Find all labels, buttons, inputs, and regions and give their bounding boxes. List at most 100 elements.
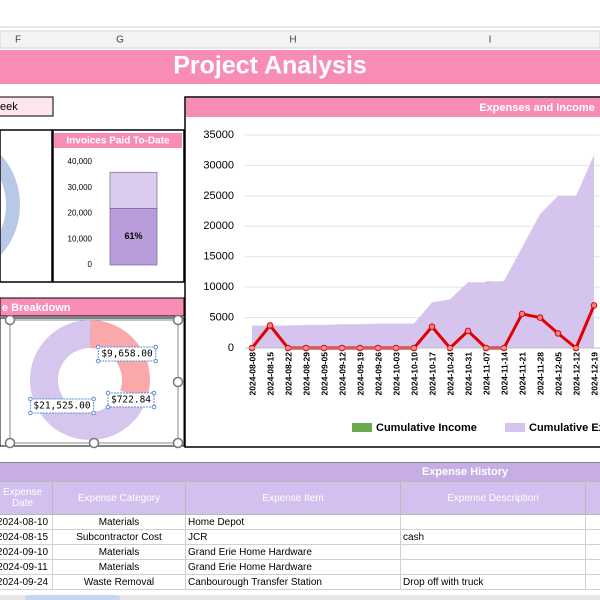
y-tick-label: 35000 bbox=[203, 129, 234, 141]
table-cell: Subcontractor Cost bbox=[52, 529, 186, 545]
x-tick-label: 2024-10-03 bbox=[391, 352, 401, 396]
main-chart-header bbox=[186, 98, 600, 117]
y-tick-label: 10,000 bbox=[68, 234, 93, 243]
table-cell: Canbourough Transfer Station bbox=[185, 574, 401, 590]
table-cell: Waste Removal bbox=[52, 574, 186, 590]
x-tick-label: 2024-09-19 bbox=[355, 352, 365, 396]
y-tick-label: 0 bbox=[88, 260, 93, 269]
table-cell: Materials bbox=[52, 559, 186, 575]
label-handle bbox=[95, 358, 101, 364]
table-cell: 2024-09-24 bbox=[0, 574, 53, 590]
table-cell bbox=[400, 514, 586, 530]
label-handle bbox=[105, 390, 111, 396]
x-tick-label: 2024-11-21 bbox=[517, 352, 527, 395]
table-cell: Grand Erie Home Hardware bbox=[185, 559, 401, 575]
column-header-extra bbox=[585, 481, 600, 515]
table-cell: 2024-08-10 bbox=[0, 514, 53, 530]
header-row: Expense Date Expense Category Expense Item… bbox=[0, 481, 600, 515]
x-tick-label: 2024-09-12 bbox=[337, 352, 347, 396]
selection-handle bbox=[172, 437, 184, 449]
column-header: Expense Description bbox=[400, 481, 586, 515]
invoices-header bbox=[54, 133, 182, 148]
label-box bbox=[107, 392, 155, 408]
x-tick-label: 2024-09-26 bbox=[373, 352, 383, 396]
x-tick-label: 2024-11-14 bbox=[499, 352, 509, 395]
dashboard: Project Analysis eek Invoices Paid To-Da… bbox=[0, 0, 600, 449]
table-cell bbox=[400, 544, 586, 560]
legend-swatch bbox=[352, 423, 372, 432]
selection-handle bbox=[172, 314, 184, 326]
table-cell: 2024-09-10 bbox=[0, 544, 53, 560]
table-cell: 2024-09-11 bbox=[0, 559, 53, 575]
x-tick-label: 2024-12-19 bbox=[589, 352, 599, 396]
partial-donut bbox=[1, 155, 20, 255]
selection-handle bbox=[88, 437, 100, 449]
ribbon-edge bbox=[0, 0, 600, 30]
data-label: $21,525.00 bbox=[33, 401, 90, 412]
invoices-title: Invoices Paid To-Date bbox=[66, 136, 170, 147]
legend-swatch bbox=[505, 423, 525, 432]
y-tick-label: 40,000 bbox=[68, 157, 93, 166]
x-tick-label: 2024-10-10 bbox=[409, 352, 419, 396]
x-tick-label: 2024-08-22 bbox=[283, 352, 293, 396]
x-tick-label: 2024-10-24 bbox=[445, 352, 455, 396]
y-tick-label: 10000 bbox=[203, 281, 234, 293]
table-title-bar: Expense History bbox=[0, 462, 600, 481]
table-cell: Grand Erie Home Hardware bbox=[185, 544, 401, 560]
data-label-group: $9,658.00 bbox=[95, 344, 159, 364]
table-cell: JCR bbox=[185, 529, 401, 545]
y-tick-label: 0 bbox=[228, 342, 234, 354]
data-label: $9,658.00 bbox=[101, 349, 153, 360]
column-letter: I bbox=[489, 35, 492, 46]
label-handle bbox=[151, 404, 157, 410]
x-tick-label: 2024-12-12 bbox=[571, 352, 581, 396]
label-handle bbox=[91, 396, 96, 402]
x-tick-label: 2024-11-28 bbox=[535, 352, 545, 395]
line-marker bbox=[266, 322, 274, 329]
x-tick-label: 2024-08-15 bbox=[265, 352, 275, 396]
y-tick-label: 15000 bbox=[203, 251, 234, 263]
column-header: Expense Item bbox=[185, 481, 401, 515]
line-marker bbox=[590, 302, 598, 309]
y-tick-label: 5000 bbox=[210, 311, 234, 323]
y-tick-label: 30000 bbox=[203, 159, 234, 171]
bar-label: 61% bbox=[124, 231, 142, 241]
label-box bbox=[29, 398, 95, 414]
column-letter: G bbox=[116, 35, 124, 46]
table-cell: Materials bbox=[52, 514, 186, 530]
line-marker bbox=[554, 330, 562, 337]
bar-segment bbox=[109, 208, 158, 266]
legend-label: Cumulative Expenses bbox=[529, 422, 600, 434]
table-cell: 2024-08-15 bbox=[0, 529, 53, 545]
selection-handle bbox=[4, 437, 16, 449]
column-header: Expense Date bbox=[0, 481, 53, 515]
data-label-group: $722.84 bbox=[105, 390, 157, 410]
table-cell-extra bbox=[585, 514, 600, 530]
line-marker bbox=[518, 310, 526, 318]
table-title: Expense History bbox=[421, 466, 509, 478]
table-cell bbox=[400, 559, 586, 575]
table-cell: Home Depot bbox=[185, 514, 401, 530]
column-letter: H bbox=[289, 35, 296, 46]
line-marker bbox=[536, 314, 544, 321]
x-tick-label: 2024-10-17 bbox=[427, 352, 437, 396]
table-row: 2024-08-10 Materials Home Depot bbox=[0, 514, 600, 530]
label-handle bbox=[91, 410, 96, 416]
line-marker bbox=[428, 323, 436, 331]
y-tick-label: 25000 bbox=[203, 190, 234, 202]
legend-label: Cumulative Income bbox=[376, 422, 477, 434]
column-header: Expense Category bbox=[52, 481, 186, 515]
area-series bbox=[252, 155, 594, 348]
y-tick-label: 20000 bbox=[203, 220, 234, 232]
sheet-tab[interactable] bbox=[25, 595, 120, 600]
x-tick-label: 2024-08-29 bbox=[301, 352, 311, 396]
table-row: 2024-09-10 Materials Grand Erie Home Hardw… bbox=[0, 544, 600, 560]
line-marker bbox=[464, 327, 472, 335]
x-tick-label: 2024-08-08 bbox=[247, 352, 257, 396]
table-row: 2024-09-11 Materials Grand Erie Home Hardw… bbox=[0, 559, 600, 575]
y-tick-label: 20,000 bbox=[68, 209, 93, 218]
label-box bbox=[97, 346, 157, 362]
table-cell-extra bbox=[585, 529, 600, 545]
table-body: 2024-08-10 Materials Home Depot 2024-08-15 S… bbox=[0, 514, 600, 590]
